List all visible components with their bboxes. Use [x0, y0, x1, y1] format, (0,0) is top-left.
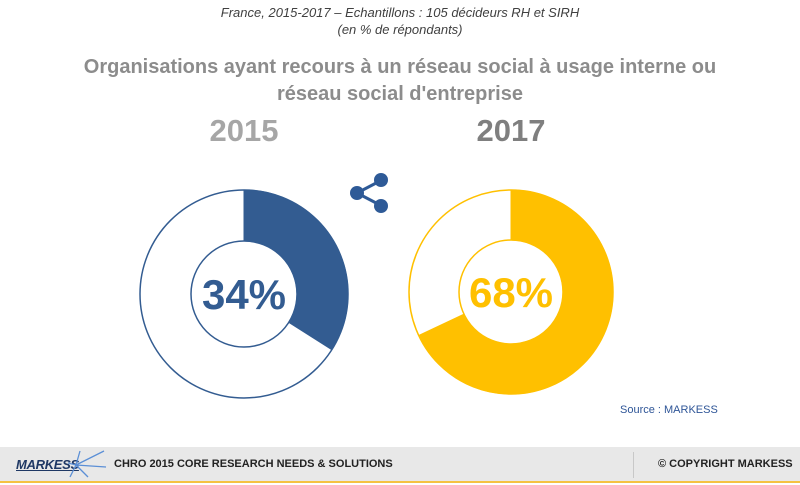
donut-value-label-2017: 68% — [469, 269, 553, 316]
year-label-2017: 2017 — [476, 113, 546, 148]
donut-2015: 34% — [139, 189, 349, 399]
subtitle-line-1: France, 2015-2017 – Echantillons : 105 d… — [220, 5, 580, 20]
subtitle-line-2: (en % de répondants) — [337, 22, 463, 37]
donut-slice-2015 — [243, 189, 349, 351]
footer-divider — [633, 452, 634, 478]
share-icon — [350, 173, 388, 213]
chart-subtitle: France, 2015-2017 – Echantillons : 105 d… — [0, 4, 800, 38]
donut-charts: 34% 68% — [139, 173, 614, 399]
title-line-1: Organisations ayant recours à un réseau … — [83, 56, 717, 78]
footer-bar: MARKESS CHRO 2015 CORE RESEARCH NEEDS & … — [0, 447, 800, 481]
copyright-text: © COPYRIGHT MARKESS — [658, 458, 793, 470]
title-line-2: réseau social d'entreprise — [277, 83, 523, 105]
year-label-2015: 2015 — [209, 113, 279, 148]
donut-2017: 68% — [408, 189, 614, 395]
footer-text: CHRO 2015 CORE RESEARCH NEEDS & SOLUTION… — [114, 458, 393, 470]
chart-title: Organisations ayant recours à un réseau … — [60, 54, 740, 108]
source-label: Source : MARKESS — [620, 404, 718, 416]
brand-logo: MARKESS — [16, 457, 79, 472]
donut-slice-2017 — [418, 189, 614, 395]
footer-accent-line — [0, 481, 800, 483]
donut-value-label-2015: 34% — [202, 271, 286, 318]
star-burst-icon — [68, 450, 107, 478]
